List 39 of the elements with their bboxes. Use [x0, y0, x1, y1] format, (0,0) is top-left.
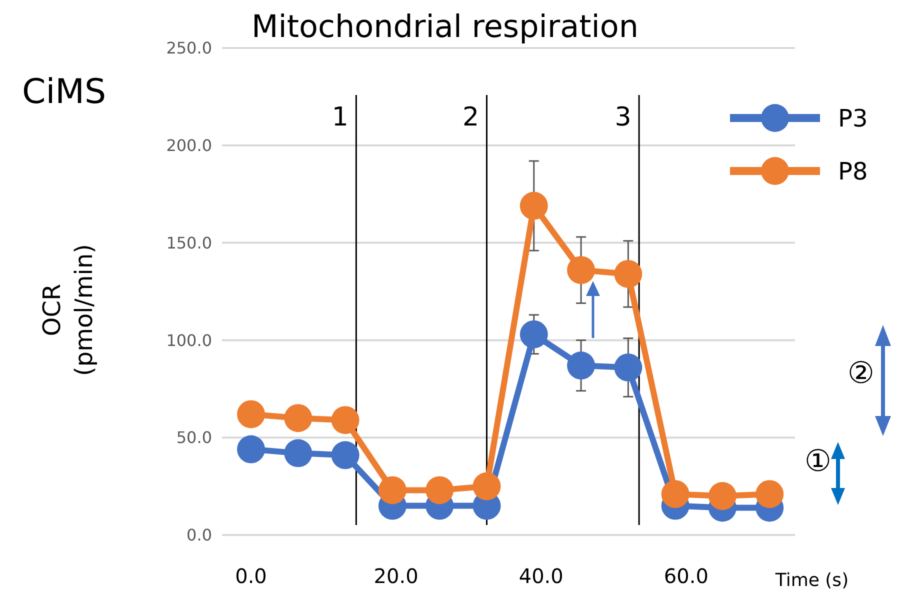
point — [426, 476, 454, 504]
point — [331, 441, 360, 470]
y-tick-label: 0.0 — [186, 526, 212, 545]
annotation: 3 — [614, 102, 632, 132]
y-tick-label: 200.0 — [166, 136, 212, 155]
point — [614, 260, 642, 288]
y-tick-label: 250.0 — [166, 38, 212, 58]
annotation: 1 — [332, 102, 348, 132]
point — [237, 435, 266, 464]
legend-label: P8 — [838, 157, 868, 186]
point — [331, 406, 360, 434]
point — [614, 353, 642, 382]
annotation: 2 — [462, 102, 480, 132]
point — [756, 480, 784, 508]
y-tick-label: 50.0 — [176, 428, 212, 448]
point — [472, 472, 501, 500]
y-tick-label: 150.0 — [166, 233, 212, 252]
point — [708, 482, 736, 510]
y-tick-label: 100.0 — [166, 330, 212, 350]
chart-title: Mitochondrial respiration — [252, 9, 638, 45]
point — [284, 404, 312, 432]
point — [378, 476, 406, 504]
text: CiMS — [22, 72, 106, 112]
legend-label: P3 — [838, 104, 868, 132]
x-tick-label: 20.0 — [374, 564, 418, 588]
point — [284, 439, 312, 468]
y-axis-title: OCR (pmol/min) — [38, 244, 98, 376]
point — [237, 400, 266, 428]
x-tick-label: 40.0 — [518, 564, 564, 588]
point — [520, 320, 548, 348]
x-tick-label: 60.0 — [664, 564, 708, 588]
x-axis-title: Time (s) — [774, 570, 849, 591]
x-tick-label: 0.0 — [235, 564, 267, 588]
point — [567, 256, 596, 284]
text: ① — [804, 444, 832, 479]
point — [520, 192, 548, 220]
point — [567, 352, 596, 380]
text: ② — [848, 356, 874, 391]
point — [661, 480, 690, 508]
